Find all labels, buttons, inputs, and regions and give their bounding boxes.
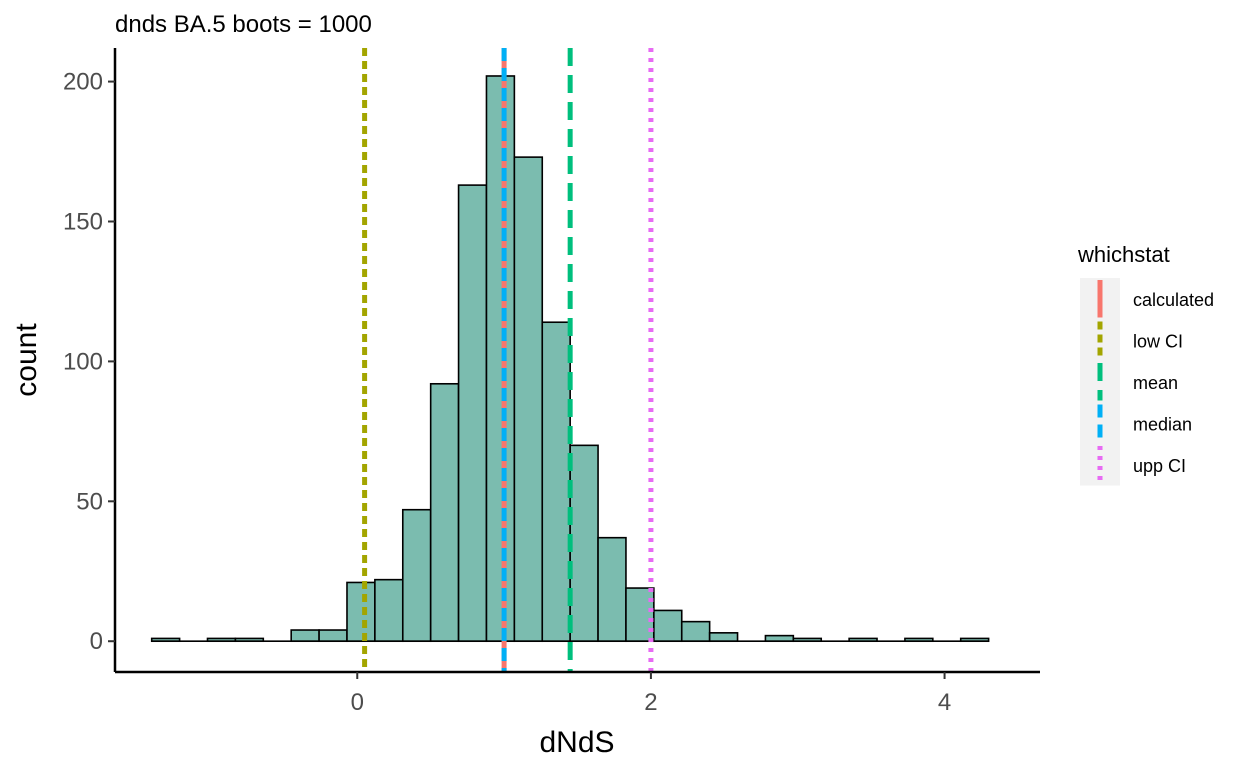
chart-title: dnds BA.5 boots = 1000 [115, 11, 372, 38]
histogram-bar [764, 634, 795, 643]
histogram-bar [457, 184, 488, 643]
histogram-bar [346, 581, 376, 643]
legend-label: median [1133, 414, 1192, 434]
x-tick-label: 0 [351, 689, 364, 716]
axes-group: 0 2 4 0 50 100 150 200 [63, 48, 1040, 716]
bars-group [150, 75, 990, 643]
x-tick-label: 4 [938, 689, 951, 716]
histogram-bar [318, 629, 348, 643]
y-tick-label: 0 [90, 628, 103, 655]
histogram-bar [680, 620, 711, 643]
histogram-bar [541, 321, 571, 643]
legend: whichstat calculated low CI mean median upp … [1077, 242, 1214, 486]
histogram-bar [653, 609, 683, 643]
histogram-bar [569, 444, 599, 643]
y-tick-label: 200 [63, 69, 103, 96]
histogram-bar [429, 382, 460, 643]
x-axis-label: dNdS [539, 726, 614, 759]
histogram-bar [625, 587, 655, 643]
histogram-bar [597, 536, 627, 643]
histogram-bar [708, 632, 739, 643]
y-tick-label: 100 [63, 348, 103, 375]
legend-label: low CI [1133, 331, 1183, 351]
y-tick-label: 50 [76, 488, 103, 515]
legend-label: upp CI [1133, 456, 1186, 476]
legend-title: whichstat [1077, 242, 1170, 267]
histogram-bar [401, 508, 432, 643]
histogram-bar [374, 578, 404, 643]
x-tick-label: 2 [644, 689, 657, 716]
legend-label: mean [1133, 373, 1178, 393]
y-tick-label: 150 [63, 208, 103, 235]
stat-lines-group [362, 48, 654, 672]
y-axis-label: count [10, 323, 43, 397]
histogram-bar [513, 156, 544, 643]
legend-label: calculated [1133, 290, 1214, 310]
histogram-bar [485, 75, 516, 643]
histogram-bar [290, 629, 320, 643]
